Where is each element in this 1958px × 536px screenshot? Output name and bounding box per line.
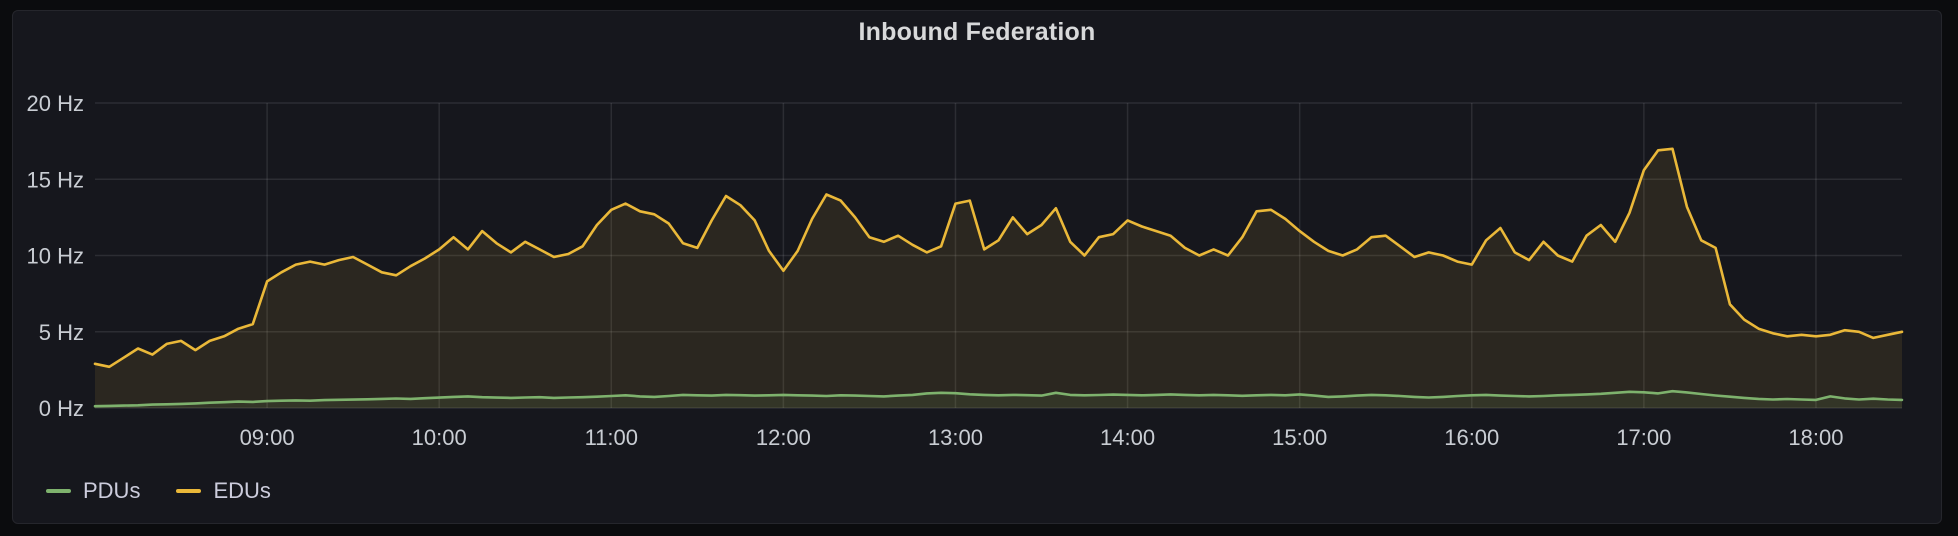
x-axis-tick-label: 16:00 [1444, 425, 1499, 450]
y-axis-tick-label: 15 Hz [27, 167, 84, 192]
panel-title[interactable]: Inbound Federation [858, 18, 1096, 46]
pdus-line [93, 389, 1904, 408]
legend-item-edus[interactable]: EDUs [176, 478, 271, 504]
y-axis-tick-label: 0 Hz [39, 396, 84, 421]
edus-area-fill [95, 148, 1902, 409]
legend: PDUs EDUs [46, 478, 271, 504]
legend-label-edus: EDUs [213, 478, 271, 503]
x-axis-tick-label: 10:00 [412, 425, 467, 450]
inbound-federation-panel [12, 10, 1942, 524]
pdus-area-fill [95, 391, 1902, 408]
x-axis-tick-label: 18:00 [1788, 425, 1843, 450]
x-axis-tick-label: 15:00 [1272, 425, 1327, 450]
edus-series-color-marker [176, 489, 202, 493]
x-axis-tick-label: 12:00 [756, 425, 811, 450]
y-axis-tick-label: 20 Hz [27, 91, 84, 116]
x-axis-tick-label: 13:00 [928, 425, 983, 450]
pdus-series-color-marker [46, 489, 71, 493]
legend-label-pdus: PDUs [83, 478, 141, 503]
edus-line [93, 147, 1904, 369]
x-axis-tick-label: 17:00 [1616, 425, 1671, 450]
x-axis-tick-label: 09:00 [240, 425, 295, 450]
x-axis-tick-label: 11:00 [585, 425, 638, 450]
legend-item-pdus[interactable]: PDUs [46, 478, 140, 504]
x-axis-tick-label: 14:00 [1100, 425, 1155, 450]
y-axis-tick-label: 5 Hz [39, 320, 84, 345]
y-axis-tick-label: 10 Hz [27, 244, 84, 269]
